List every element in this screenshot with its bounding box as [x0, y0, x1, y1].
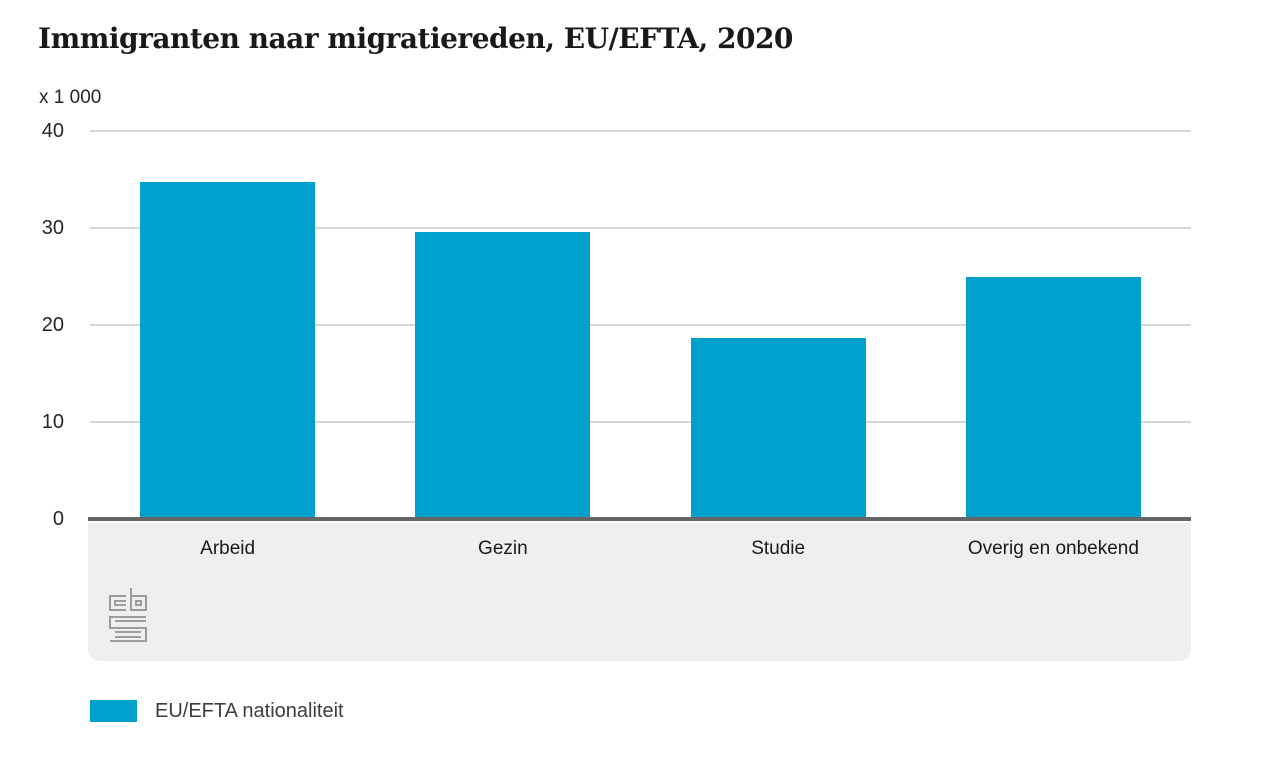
x-axis-baseline [88, 517, 1191, 521]
y-tick-label-10: 10 [41, 411, 64, 433]
gridline-40 [90, 130, 1191, 132]
bar-studie[interactable] [690, 337, 866, 517]
bar-overig-en-onbekend[interactable] [965, 277, 1141, 517]
cbs-logo-icon [109, 588, 147, 642]
gridline-10 [90, 421, 1191, 423]
legend-swatch[interactable] [90, 700, 137, 722]
gridline-30 [90, 227, 1191, 229]
x-axis-label-studie: Studie [751, 538, 806, 559]
legend[interactable]: EU/EFTA nationaliteit [90, 700, 344, 722]
gridline-20 [90, 324, 1191, 326]
x-axis-band [88, 523, 1191, 661]
y-axis-unit-label: x 1 000 [39, 87, 102, 108]
y-tick-label-40: 40 [41, 120, 64, 142]
y-tick-label-30: 30 [41, 217, 64, 239]
y-tick-label-0: 0 [52, 508, 64, 530]
x-axis-label-gezin: Gezin [478, 538, 528, 559]
legend-label: EU/EFTA nationaliteit [155, 700, 344, 722]
x-axis-label-arbeid: Arbeid [200, 538, 256, 559]
bar-arbeid[interactable] [140, 182, 316, 517]
y-tick-label-20: 20 [41, 314, 64, 336]
bar-gezin[interactable] [415, 231, 591, 517]
chart-title: Immigranten naar migratiereden, EU/EFTA,… [38, 22, 793, 55]
x-axis-label-overig-en-onbekend: Overig en onbekend [967, 538, 1139, 559]
cbs-logo [108, 587, 148, 648]
